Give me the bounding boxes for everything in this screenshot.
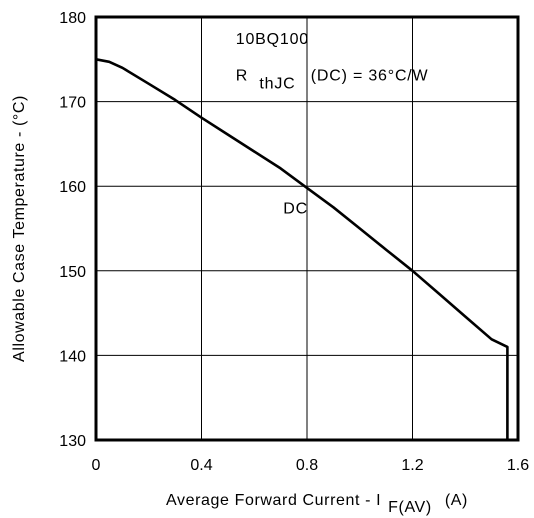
y-axis-ticks: 130 140 150 160 170 180 <box>59 10 86 450</box>
y-tick-label: 160 <box>59 179 86 196</box>
x-axis-title-subscript: F(AV) <box>388 499 432 516</box>
annotation-rthjc: R thJC (DC) = 36°C/W <box>236 67 429 92</box>
x-tick-label: 1.6 <box>507 457 529 474</box>
annotation-rth-suffix: (DC) = 36°C/W <box>311 67 429 84</box>
annotation-part-number: 10BQ100 <box>236 31 309 48</box>
x-axis-title-main: Average Forward Current - I <box>166 492 381 509</box>
x-axis-title: Average Forward Current - I F(AV) (A) <box>166 492 468 516</box>
y-tick-label: 180 <box>59 10 86 27</box>
annotation-curve-label-dc: DC <box>283 200 308 217</box>
x-tick-label: 0.8 <box>296 457 318 474</box>
y-tick-label: 130 <box>59 433 86 450</box>
y-tick-label: 140 <box>59 348 86 365</box>
y-tick-label: 150 <box>59 264 86 281</box>
series-line-dc <box>95 58 509 440</box>
x-tick-label: 1.2 <box>401 457 423 474</box>
annotation-rth-prefix: R <box>236 67 248 84</box>
annotation-rth-subscript: thJC <box>259 75 295 92</box>
y-axis-title: Allowable Case Temperature - (°C) <box>11 95 28 362</box>
x-axis-ticks: 0 0.4 0.8 1.2 1.6 <box>92 457 530 474</box>
grid-lines <box>96 17 518 440</box>
x-axis-title-unit: (A) <box>445 492 468 509</box>
y-tick-label: 170 <box>59 95 86 112</box>
x-tick-label: 0.4 <box>190 457 212 474</box>
x-tick-label: 0 <box>92 457 101 474</box>
plot-frame <box>94 15 520 442</box>
